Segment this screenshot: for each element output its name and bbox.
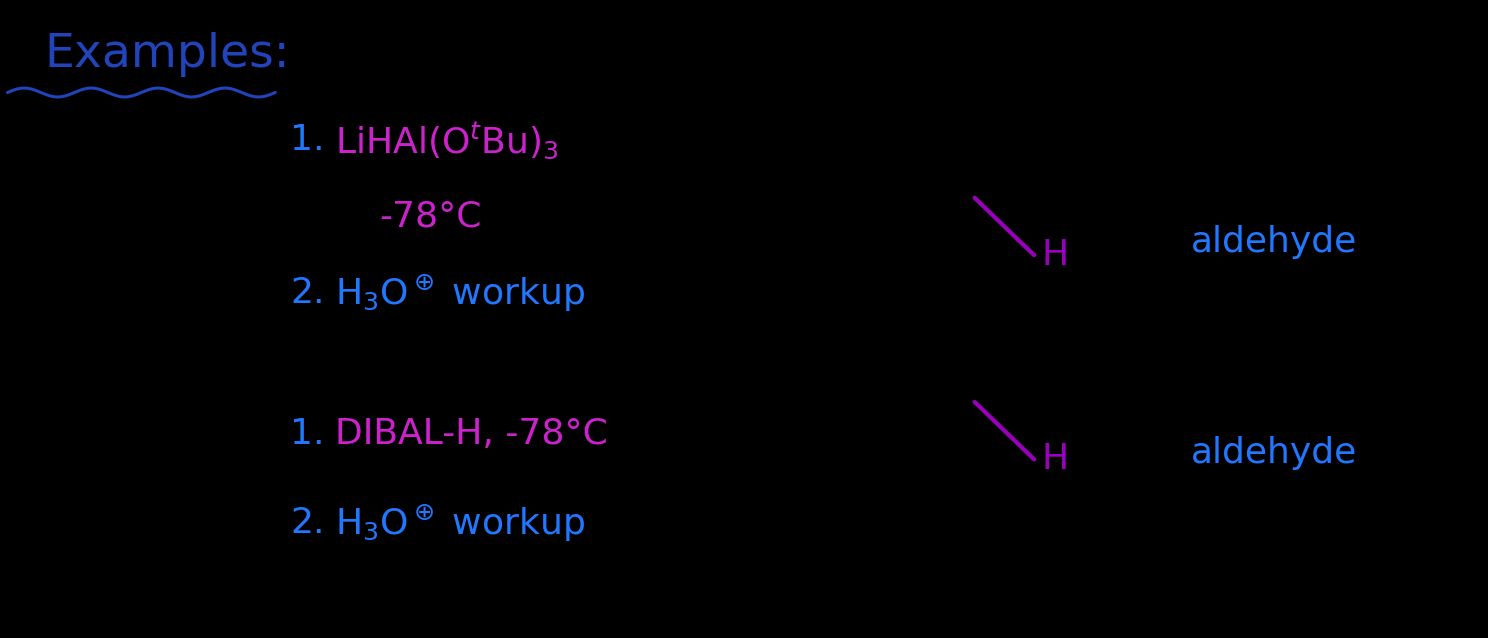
Text: H: H [1042, 238, 1068, 272]
Text: H$_3$O$^\oplus$ workup: H$_3$O$^\oplus$ workup [335, 273, 585, 314]
Text: aldehyde: aldehyde [1190, 225, 1357, 260]
Text: aldehyde: aldehyde [1190, 436, 1357, 470]
Text: LiHAl(O$^t$Bu)$_3$: LiHAl(O$^t$Bu)$_3$ [335, 120, 559, 161]
Text: DIBAL-H, -78°C: DIBAL-H, -78°C [335, 417, 607, 451]
Text: 1.: 1. [290, 123, 324, 158]
Text: 2.: 2. [290, 276, 324, 311]
Text: 2.: 2. [290, 506, 324, 540]
Text: -78°C: -78°C [379, 200, 482, 234]
Text: 1.: 1. [290, 417, 324, 451]
Text: H: H [1042, 442, 1068, 477]
Text: H$_3$O$^\oplus$ workup: H$_3$O$^\oplus$ workup [335, 503, 585, 544]
Text: Examples:: Examples: [45, 32, 290, 77]
